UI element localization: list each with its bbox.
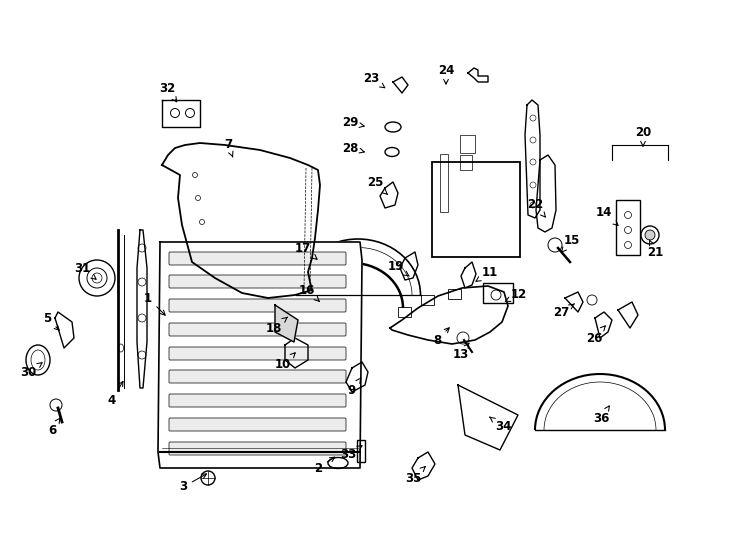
- Text: 14: 14: [596, 206, 618, 225]
- Polygon shape: [275, 305, 298, 342]
- Polygon shape: [158, 242, 362, 468]
- Text: 31: 31: [74, 261, 96, 279]
- Text: 20: 20: [635, 126, 651, 146]
- Text: 4: 4: [108, 381, 123, 407]
- Text: 16: 16: [299, 284, 319, 301]
- FancyBboxPatch shape: [169, 442, 346, 455]
- Text: 1: 1: [144, 292, 165, 315]
- Text: 6: 6: [48, 418, 60, 436]
- Text: 24: 24: [437, 64, 454, 84]
- Bar: [616, 200, 640, 255]
- Bar: [483, 283, 513, 303]
- Bar: [357, 440, 365, 462]
- Text: 21: 21: [647, 240, 663, 259]
- Bar: [421, 295, 434, 305]
- Text: 22: 22: [527, 199, 545, 217]
- Text: 18: 18: [266, 317, 287, 334]
- Text: 7: 7: [224, 138, 233, 157]
- Text: 28: 28: [342, 141, 364, 154]
- Text: 23: 23: [363, 71, 385, 87]
- Text: 12: 12: [505, 288, 527, 301]
- Text: 32: 32: [159, 82, 177, 102]
- Bar: [440, 154, 448, 212]
- Text: 2: 2: [314, 457, 335, 475]
- Text: 30: 30: [20, 363, 42, 380]
- Bar: [448, 289, 461, 299]
- Bar: [432, 162, 520, 257]
- FancyBboxPatch shape: [169, 299, 346, 312]
- FancyBboxPatch shape: [169, 370, 346, 383]
- Circle shape: [645, 230, 655, 240]
- Text: 15: 15: [562, 233, 580, 252]
- Text: 10: 10: [275, 353, 295, 372]
- Text: 17: 17: [295, 241, 317, 259]
- Text: 34: 34: [490, 417, 511, 434]
- Text: 5: 5: [43, 312, 59, 330]
- Bar: [398, 307, 411, 317]
- Text: 11: 11: [476, 266, 498, 281]
- Text: 29: 29: [342, 117, 364, 130]
- FancyBboxPatch shape: [169, 418, 346, 431]
- Text: 36: 36: [593, 406, 609, 424]
- FancyBboxPatch shape: [169, 275, 346, 288]
- Text: 3: 3: [179, 474, 206, 494]
- Text: 27: 27: [553, 304, 574, 320]
- FancyBboxPatch shape: [169, 252, 346, 265]
- Text: 19: 19: [388, 260, 410, 276]
- Text: 8: 8: [433, 328, 449, 347]
- Bar: [460, 155, 472, 170]
- Text: 26: 26: [586, 326, 606, 345]
- Text: 33: 33: [340, 446, 362, 462]
- Text: 25: 25: [367, 177, 388, 194]
- Text: 13: 13: [453, 343, 469, 361]
- Ellipse shape: [118, 344, 123, 352]
- FancyBboxPatch shape: [169, 347, 346, 360]
- FancyBboxPatch shape: [169, 323, 346, 336]
- Text: 9: 9: [348, 378, 360, 396]
- Bar: [460, 135, 475, 153]
- FancyBboxPatch shape: [169, 394, 346, 407]
- Text: 35: 35: [405, 467, 425, 484]
